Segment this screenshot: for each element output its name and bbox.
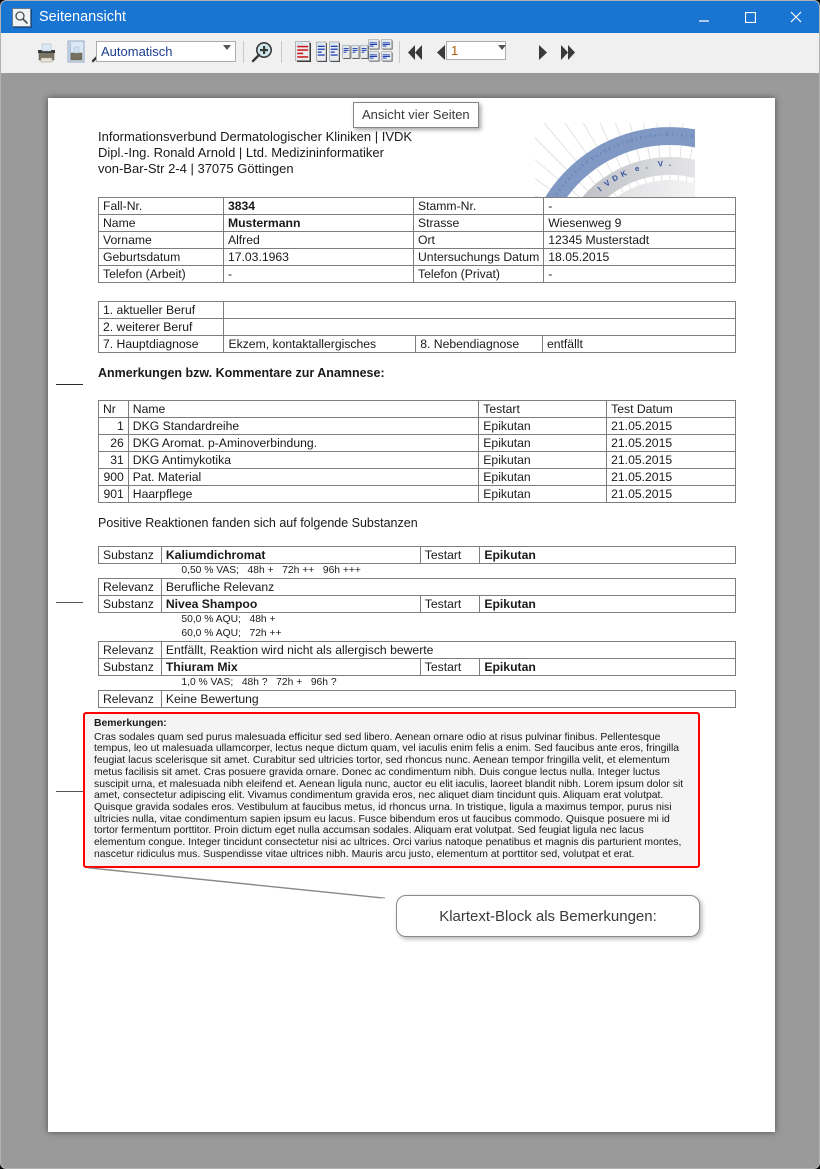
svg-text:l: l xyxy=(672,132,673,137)
svg-text:.: . xyxy=(669,159,671,168)
